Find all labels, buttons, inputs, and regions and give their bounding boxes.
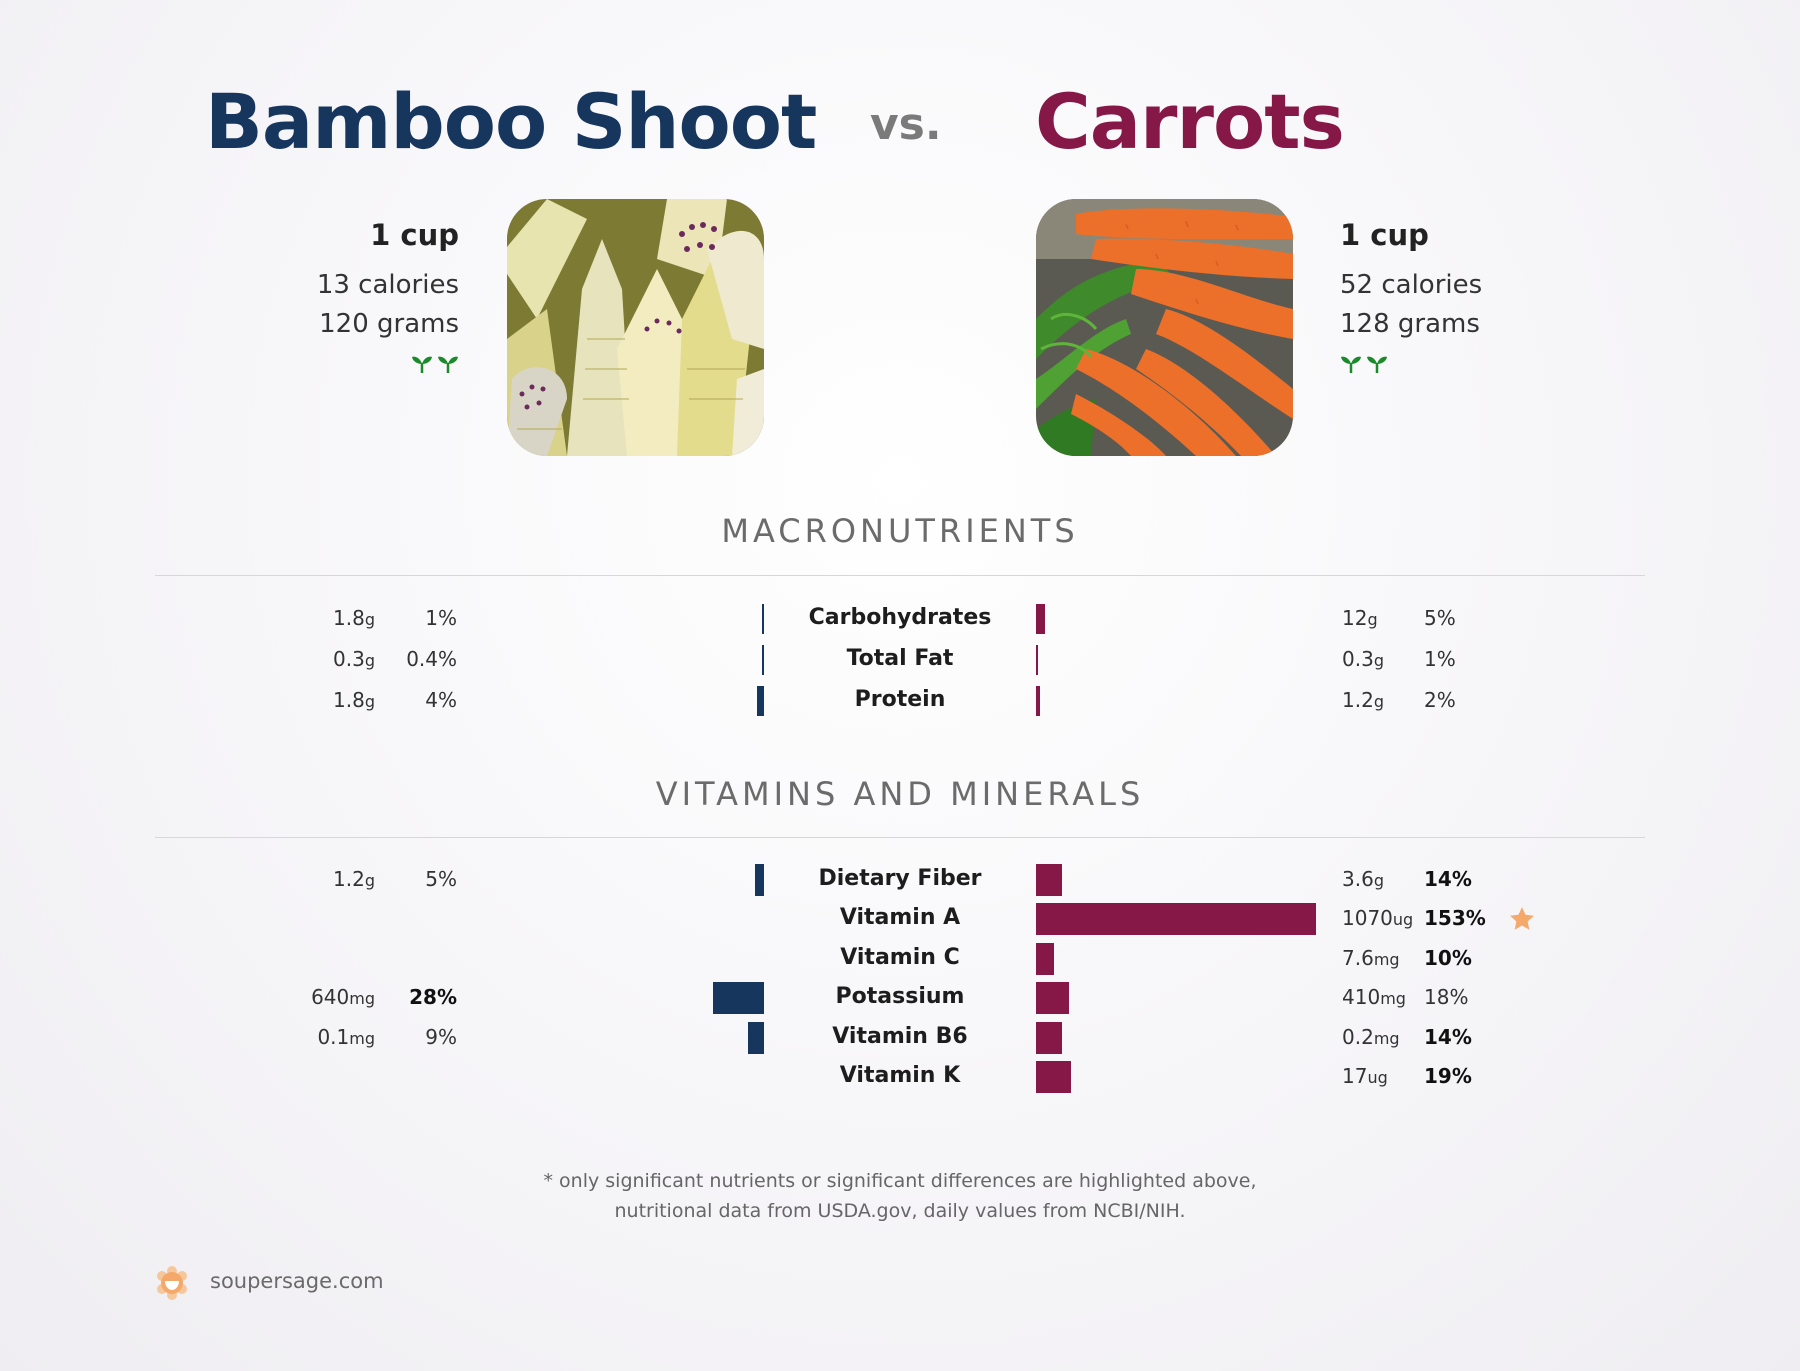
- carrots-pct-potassium: 18%: [1424, 985, 1469, 1010]
- bamboo-pct-carbohydrates: 1%: [425, 606, 457, 630]
- carrots-amount-vitamin-b6: 0.2mg: [1342, 1024, 1400, 1049]
- carrots-bar-dietary-fiber: [1036, 864, 1062, 896]
- bamboo-bar-dietary-fiber: [754, 864, 764, 896]
- right-grams: 128 grams: [1340, 309, 1480, 339]
- macronutrients-title: MACRONUTRIENTS: [721, 512, 1079, 550]
- right-food-title: Carrots: [1035, 77, 1345, 166]
- nutrient-label-protein: Protein: [854, 687, 946, 712]
- carrots-bar-vitamin-a: [1036, 903, 1316, 936]
- nutrient-label-total-fat: Total Fat: [846, 646, 954, 671]
- sprout-icon: [411, 353, 433, 373]
- carrots-pct-carbohydrates: 5%: [1424, 606, 1456, 630]
- bamboo-amount-potassium: 640mg: [311, 985, 375, 1010]
- nutrient-label-vitamin-c: Vitamin C: [840, 944, 960, 970]
- left-calories: 13 calories: [316, 270, 459, 300]
- brand-logo-icon: [154, 1266, 190, 1305]
- carrots-pct-dietary-fiber: 14%: [1424, 867, 1472, 891]
- bamboo-pct-total-fat: 0.4%: [406, 647, 457, 671]
- carrots-amount-vitamin-c: 7.6mg: [1342, 945, 1400, 970]
- carrots-amount-dietary-fiber: 3.6g: [1342, 867, 1384, 891]
- bamboo-bar-potassium: [712, 982, 764, 1015]
- carrots-bar-potassium: [1036, 982, 1069, 1015]
- bamboo-bar-protein: [756, 686, 764, 716]
- brand-name: soupersage.com: [210, 1269, 384, 1293]
- bamboo-amount-dietary-fiber: 1.2g: [333, 867, 375, 891]
- bamboo-pct-protein: 4%: [425, 688, 457, 712]
- carrots-bar-vitamin-c: [1036, 942, 1055, 975]
- carrots-bar-vitamin-k: [1036, 1061, 1071, 1093]
- carrots-amount-total-fat: 0.3g: [1342, 647, 1384, 671]
- brand-logo: [154, 1265, 190, 1305]
- carrots-pct-vitamin-k: 19%: [1424, 1064, 1472, 1088]
- bamboo-shoot-image: [507, 199, 764, 456]
- carrots-image: [1036, 199, 1293, 456]
- nutrient-label-vitamin-a: Vitamin A: [839, 905, 961, 931]
- right-calories: 52 calories: [1340, 270, 1483, 300]
- sprout-icon: [1340, 353, 1362, 373]
- bamboo-amount-protein: 1.8g: [333, 688, 375, 712]
- footnote-line-1: * only significant nutrients or signific…: [543, 1170, 1257, 1192]
- carrots-amount-carbohydrates: 12g: [1342, 606, 1378, 630]
- carrots-amount-vitamin-a: 1070ug: [1342, 906, 1414, 931]
- left-food-info: 1 cup 13 calories 120 grams: [317, 218, 459, 373]
- bamboo-bar-carbohydrates: [762, 604, 764, 634]
- carrots-pct-vitamin-b6: 14%: [1424, 1024, 1472, 1049]
- carrots-bar-carbohydrates: [1036, 604, 1046, 634]
- carrots-bar-protein: [1036, 686, 1040, 716]
- footnote-line-2: nutritional data from USDA.gov, daily va…: [614, 1200, 1186, 1222]
- carrots-amount-vitamin-k: 17ug: [1342, 1064, 1388, 1088]
- bamboo-amount-carbohydrates: 1.8g: [333, 606, 375, 630]
- bamboo-pct-dietary-fiber: 5%: [425, 867, 457, 891]
- bamboo-pct-potassium: 28%: [409, 985, 457, 1010]
- nutrient-label-potassium: Potassium: [835, 984, 965, 1010]
- bamboo-amount-total-fat: 0.3g: [333, 647, 375, 671]
- right-food-info: 1 cup 52 calories 128 grams: [1340, 218, 1482, 373]
- vitamins-title: VITAMINS AND MINERALS: [655, 775, 1145, 813]
- star-icon: [1508, 905, 1536, 937]
- nutrient-label-carbohydrates: Carbohydrates: [808, 605, 992, 630]
- left-serving: 1 cup: [370, 218, 459, 252]
- nutrient-label-vitamin-k: Vitamin K: [839, 1063, 961, 1088]
- left-grams: 120 grams: [319, 309, 459, 339]
- left-diet-icons: [317, 353, 459, 373]
- sprout-icon: [1366, 353, 1388, 373]
- left-food-title: Bamboo Shoot: [205, 77, 817, 166]
- vs-label: vs.: [870, 99, 942, 150]
- vitamins-divider: [155, 837, 1645, 838]
- carrots-pct-vitamin-a: 153%: [1424, 906, 1486, 931]
- macronutrients-divider: [155, 575, 1645, 576]
- right-serving: 1 cup: [1340, 218, 1429, 252]
- carrots-amount-potassium: 410mg: [1342, 985, 1406, 1010]
- bamboo-bar-vitamin-b6: [747, 1021, 764, 1054]
- carrots-pct-vitamin-c: 10%: [1424, 945, 1472, 970]
- carrots-bar-vitamin-b6: [1036, 1021, 1062, 1054]
- bamboo-pct-vitamin-b6: 9%: [425, 1024, 457, 1049]
- footnote: * only significant nutrients or signific…: [0, 1166, 1800, 1226]
- carrots-pct-total-fat: 1%: [1424, 647, 1456, 671]
- carrots-pct-protein: 2%: [1424, 688, 1456, 712]
- nutrient-label-vitamin-b6: Vitamin B6: [832, 1023, 968, 1049]
- carrots-amount-protein: 1.2g: [1342, 688, 1384, 712]
- bamboo-amount-vitamin-b6: 0.1mg: [317, 1024, 375, 1049]
- right-diet-icons: [1340, 353, 1482, 373]
- bamboo-bar-total-fat: [762, 645, 764, 675]
- sprout-icon: [437, 353, 459, 373]
- carrots-bar-total-fat: [1036, 645, 1038, 675]
- nutrient-label-dietary-fiber: Dietary Fiber: [818, 866, 982, 891]
